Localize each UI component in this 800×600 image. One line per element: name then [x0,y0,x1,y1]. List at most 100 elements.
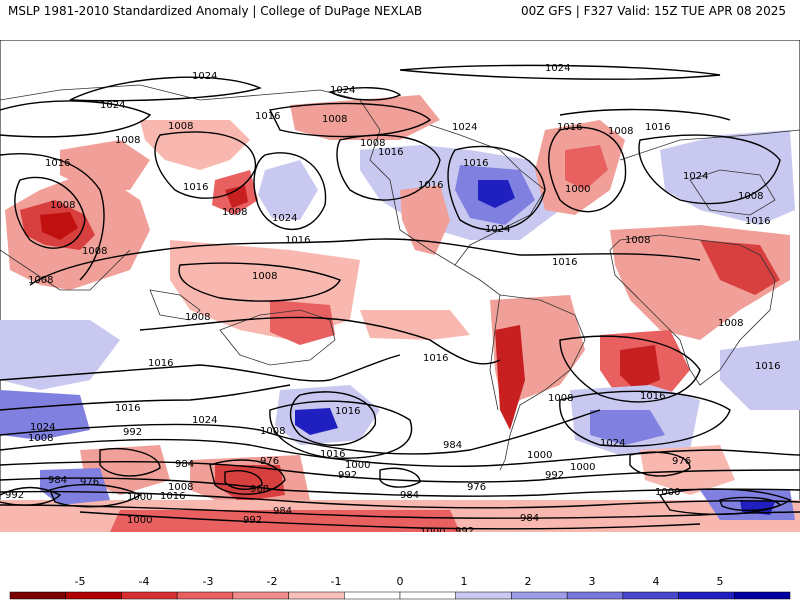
colorbar-segment [622,591,679,600]
contour-label-984: 984 [48,475,67,486]
colorbar-segment [734,591,791,600]
contour-label-1000: 1000 [565,184,590,195]
colorbar-segment [678,591,735,600]
contour-label-1008: 1008 [548,393,573,404]
contour-label-1024: 1024 [30,422,55,433]
colorbar-tick-label: -5 [75,575,86,588]
contour-label-984: 984 [443,440,462,451]
contour-label-976: 976 [80,477,99,488]
contour-label-1016: 1016 [378,147,403,158]
colorbar-segment [176,591,234,600]
contour-label-1000: 1000 [345,460,370,471]
colorbar-tick-labels: -5 -4 -3 -2 -1 0 1 2 3 4 5 [75,575,724,588]
contour-label-1016: 1016 [255,111,280,122]
colorbar-segment [288,591,345,600]
colorbar-tick-label: -3 [203,575,214,588]
contour-label-1008: 1008 [185,312,210,323]
contour-label-1008: 1008 [625,235,650,246]
colorbar-segment [455,591,512,600]
contour-label-1016: 1016 [183,182,208,193]
contour-label-1016: 1016 [148,358,173,369]
contour-label-976: 976 [672,456,691,467]
contour-label-992: 992 [243,515,262,526]
contour-label-992: 992 [5,490,24,501]
contour-label-1016: 1016 [557,122,582,133]
contour-label-984: 984 [175,459,194,470]
contour-labels: 1024 1024 1024 1024 1024 1024 1024 1024 … [5,63,780,532]
colorbar-tick-label: 4 [653,575,660,588]
contour-label-1000: 1000 [420,527,445,532]
contour-label-992: 992 [123,427,142,438]
colorbar-tick-label: 3 [589,575,596,588]
contour-label-1008: 1008 [50,200,75,211]
colorbar-segment [9,591,66,600]
contour-label-1016: 1016 [285,235,310,246]
colorbar-segment [399,591,456,600]
colorbar-tick-label: 0 [397,575,404,588]
contour-label-1024: 1024 [192,415,217,426]
contour-label-1008: 1008 [252,271,277,282]
colorbar-tick-label: -1 [331,575,342,588]
contour-label-1000: 1000 [655,487,680,498]
contour-label-1000: 1000 [527,450,552,461]
contour-label-1024: 1024 [452,122,477,133]
contour-label-1008: 1008 [322,114,347,125]
contour-label-1000: 1000 [127,515,152,526]
anomaly-map: 1024 1024 1024 1024 1024 1024 1024 1024 … [0,40,800,532]
contour-label-1016: 1016 [640,391,665,402]
contour-label-992: 992 [455,526,474,532]
contour-label-1024: 1024 [330,85,355,96]
contour-label-1016: 1016 [552,257,577,268]
colorbar-legend: -5 -4 -3 -2 -1 0 1 2 3 4 5 [9,575,791,600]
contour-label-1024: 1024 [100,100,125,111]
contour-label-1016: 1016 [645,122,670,133]
contour-label-1008: 1008 [115,135,140,146]
contour-label-1024: 1024 [272,213,297,224]
contour-label-1008: 1008 [260,426,285,437]
contour-label-1024: 1024 [192,71,217,82]
contour-label-992: 992 [545,470,564,481]
contour-label-1008: 1008 [222,207,247,218]
contour-label-1008: 1008 [28,275,53,286]
contour-label-1000: 1000 [570,462,595,473]
contour-label-968: 968 [250,484,269,495]
isobar-contours [0,64,800,530]
contour-label-984: 984 [400,490,419,501]
contour-label-1016: 1016 [463,158,488,169]
model-run-info: 00Z GFS | F327 Valid: 15Z TUE APR 08 202… [520,4,786,18]
contour-label-984: 984 [520,513,539,524]
colorbar-segment [121,591,178,600]
colorbar-segment [232,591,289,600]
contour-label-1016: 1016 [335,406,360,417]
contour-label-992: 992 [338,470,357,481]
colorbar-tick-label: -4 [139,575,150,588]
colorbar-segments [9,591,791,600]
colorbar-segment [566,591,624,600]
contour-label-1016: 1016 [423,353,448,364]
contour-label-984: 984 [273,506,292,517]
contour-label-1016: 1016 [320,449,345,460]
colorbar-tick-label: 1 [461,575,468,588]
contour-label-1008: 1008 [28,433,53,444]
contour-label-1016: 1016 [745,216,770,227]
colorbar-segment [65,591,122,600]
contour-label-1016: 1016 [755,361,780,372]
colorbar-tick-label: 5 [717,575,724,588]
colorbar-segment [511,591,568,600]
contour-label-1008: 1008 [608,126,633,137]
contour-label-1008: 1008 [718,318,743,329]
colorbar-tick-label: 2 [525,575,532,588]
contour-label-1024: 1024 [683,171,708,182]
contour-label-1008: 1008 [82,246,107,257]
contour-label-976: 976 [260,456,279,467]
anomaly-shading [0,95,800,532]
map-title: MSLP 1981-2010 Standardized Anomaly | Co… [8,4,423,18]
contour-label-1016: 1016 [45,158,70,169]
colorbar-segment [344,591,401,600]
contour-label-1024: 1024 [485,224,510,235]
contour-label-1008: 1008 [738,191,763,202]
contour-label-1000: 1000 [127,492,152,503]
contour-label-1024: 1024 [545,63,570,74]
contour-label-1008: 1008 [168,482,193,493]
contour-label-1016: 1016 [418,180,443,191]
